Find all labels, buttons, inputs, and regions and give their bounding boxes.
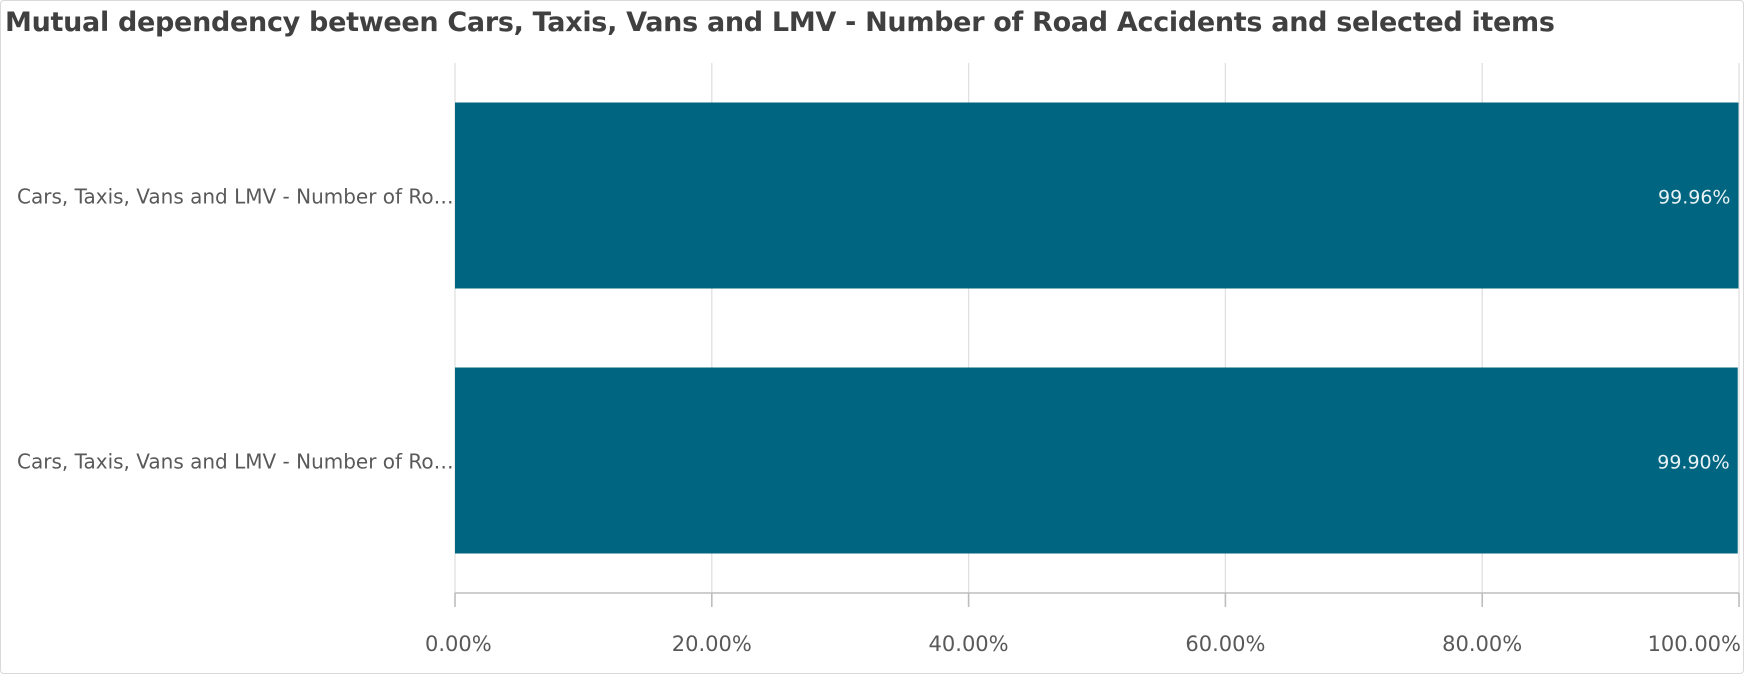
category-label: Cars, Taxis, Vans and LMV - Number of Ro… (17, 450, 454, 474)
x-axis (454, 592, 1740, 607)
x-tick-label: 0.00% (425, 632, 492, 656)
x-tick-label: 60.00% (1185, 632, 1265, 656)
bar[interactable] (455, 102, 1739, 289)
data-label: 99.96% (1658, 187, 1730, 209)
x-tick-label: 40.00% (929, 632, 1009, 656)
chart-title: Mutual dependency between Cars, Taxis, V… (5, 7, 1555, 38)
x-tick-label: 100.00% (1648, 632, 1741, 656)
bar[interactable] (455, 367, 1738, 554)
data-label: 99.90% (1657, 452, 1729, 474)
labels: 0.00% 20.00% 40.00% 60.00% 80.00% 100.00% Cars… (17, 185, 1741, 657)
category-label: Cars, Taxis, Vans and LMV - Number of Ro… (17, 185, 454, 209)
x-tick-label: 80.00% (1442, 632, 1522, 656)
x-tick-label: 20.00% (672, 632, 752, 656)
bars (455, 102, 1739, 554)
